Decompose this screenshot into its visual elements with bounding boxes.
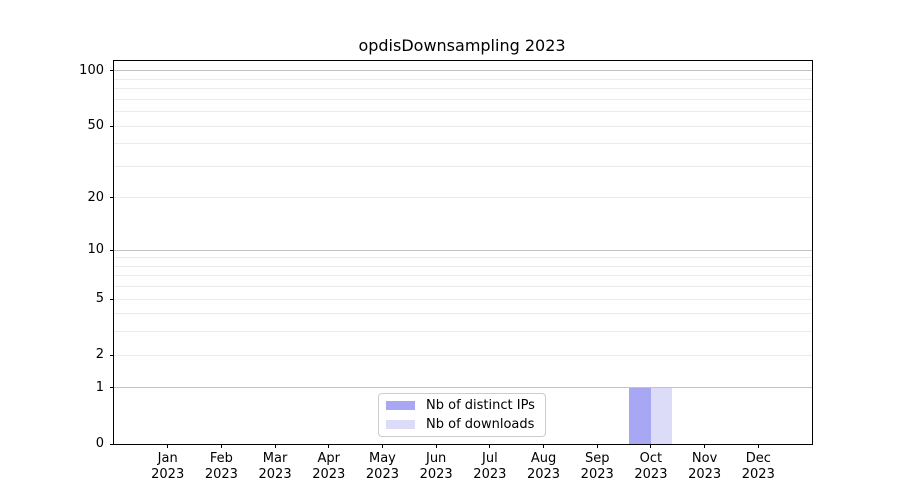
y-tick <box>110 298 114 300</box>
y-tick-label: 100 <box>79 62 104 78</box>
plot-area: Nb of distinct IPs Nb of downloads 0 1 2 5 10… <box>79 60 813 482</box>
x-tick <box>650 444 652 448</box>
chart-title: opdisDownsampling 2023 <box>358 36 566 55</box>
y-gridline-minor <box>114 275 812 277</box>
x-tick-label: Jul 2023 <box>473 451 506 483</box>
x-tick-month: Sep <box>584 451 610 466</box>
x-tick-month: Jun <box>425 451 447 466</box>
x-tick-year: 2023 <box>580 467 614 482</box>
y-tick <box>110 443 114 445</box>
x-tick-year: 2023 <box>204 467 238 482</box>
x-tick-year: 2023 <box>365 467 399 482</box>
y-gridline-minor <box>114 143 812 145</box>
y-tick <box>110 70 114 72</box>
y-gridline-minor <box>114 98 812 100</box>
x-tick <box>328 444 330 448</box>
x-tick-month: Apr <box>317 451 341 466</box>
x-tick-label: Nov 2023 <box>688 451 721 483</box>
x-tick-month: Nov <box>691 451 718 466</box>
x-tick <box>543 444 545 448</box>
legend-item: Nb of distinct IPs <box>379 396 545 415</box>
x-tick-month: Dec <box>745 451 771 466</box>
x-tick-label: Apr 2023 <box>312 451 345 483</box>
x-tick-month: Jul <box>482 451 498 466</box>
x-tick <box>381 444 383 448</box>
y-gridline-minor <box>114 197 812 199</box>
x-tick <box>489 444 491 448</box>
y-tick-label: 1 <box>95 379 104 395</box>
x-tick-label: Dec 2023 <box>742 451 775 483</box>
y-tick <box>110 249 114 251</box>
y-gridline-minor <box>114 111 812 113</box>
x-tick-year: 2023 <box>526 467 561 482</box>
x-tick-year: 2023 <box>473 467 507 482</box>
x-tick-label: Feb 2023 <box>205 451 238 483</box>
y-gridline-minor <box>114 313 812 315</box>
legend-label: Nb of distinct IPs <box>426 397 535 413</box>
y-gridline-minor <box>114 88 812 90</box>
x-tick <box>274 444 276 448</box>
x-tick-year: 2023 <box>312 467 346 482</box>
x-tick-year: 2023 <box>151 467 185 482</box>
legend-swatch <box>386 420 415 429</box>
x-tick <box>757 444 759 448</box>
x-tick-label: Oct 2023 <box>634 451 667 483</box>
y-tick-label: 0 <box>95 436 104 451</box>
y-gridline-minor <box>114 298 812 300</box>
x-tick <box>596 444 598 448</box>
x-tick-label: Sep 2023 <box>581 451 614 483</box>
y-tick <box>110 354 114 356</box>
x-tick-label: Mar 2023 <box>259 451 292 483</box>
y-gridline-major <box>114 249 812 251</box>
x-tick-label: May 2023 <box>366 451 399 483</box>
x-tick-label: Aug 2023 <box>527 451 560 483</box>
y-gridline-major <box>114 387 812 389</box>
y-tick-label: 50 <box>87 118 104 134</box>
y-gridline-minor <box>114 331 812 333</box>
y-gridline-major <box>114 70 812 72</box>
y-tick-label: 2 <box>95 347 104 363</box>
x-tick <box>704 444 706 448</box>
x-tick-year: 2023 <box>741 467 775 482</box>
legend: Nb of distinct IPs Nb of downloads <box>378 393 546 437</box>
x-tick-month: May <box>369 451 396 466</box>
legend-swatch <box>386 401 415 410</box>
x-tick-year: 2023 <box>258 467 292 482</box>
bar <box>629 387 651 444</box>
x-tick-year: 2023 <box>634 467 668 482</box>
x-tick-month: Feb <box>209 451 233 466</box>
y-tick <box>110 387 114 389</box>
y-gridline-minor <box>114 257 812 259</box>
bar <box>650 387 673 444</box>
x-tick-month: Oct <box>639 451 663 466</box>
y-gridline-minor <box>114 165 812 167</box>
x-tick <box>220 444 222 448</box>
x-tick-year: 2023 <box>419 467 453 482</box>
y-tick-label: 20 <box>87 189 104 205</box>
x-tick <box>435 444 437 448</box>
y-gridline-minor <box>114 265 812 267</box>
x-tick-year: 2023 <box>688 467 722 482</box>
x-tick-label: Jun 2023 <box>420 451 453 483</box>
y-gridline-minor <box>114 125 812 127</box>
y-tick <box>110 197 114 199</box>
legend-label: Nb of downloads <box>426 416 535 432</box>
legend-item: Nb of downloads <box>379 415 545 434</box>
x-tick-month: Mar <box>262 451 288 466</box>
x-tick-month: Aug <box>530 451 557 466</box>
y-tick-label: 5 <box>95 291 104 307</box>
y-tick-label: 10 <box>87 242 104 258</box>
y-gridline-minor <box>114 286 812 288</box>
y-gridline-minor <box>114 354 812 356</box>
x-tick-month: Jan <box>157 451 178 466</box>
y-tick <box>110 125 114 127</box>
y-gridline-minor <box>114 78 812 80</box>
x-tick-label: Jan 2023 <box>151 451 184 483</box>
x-tick <box>167 444 169 448</box>
